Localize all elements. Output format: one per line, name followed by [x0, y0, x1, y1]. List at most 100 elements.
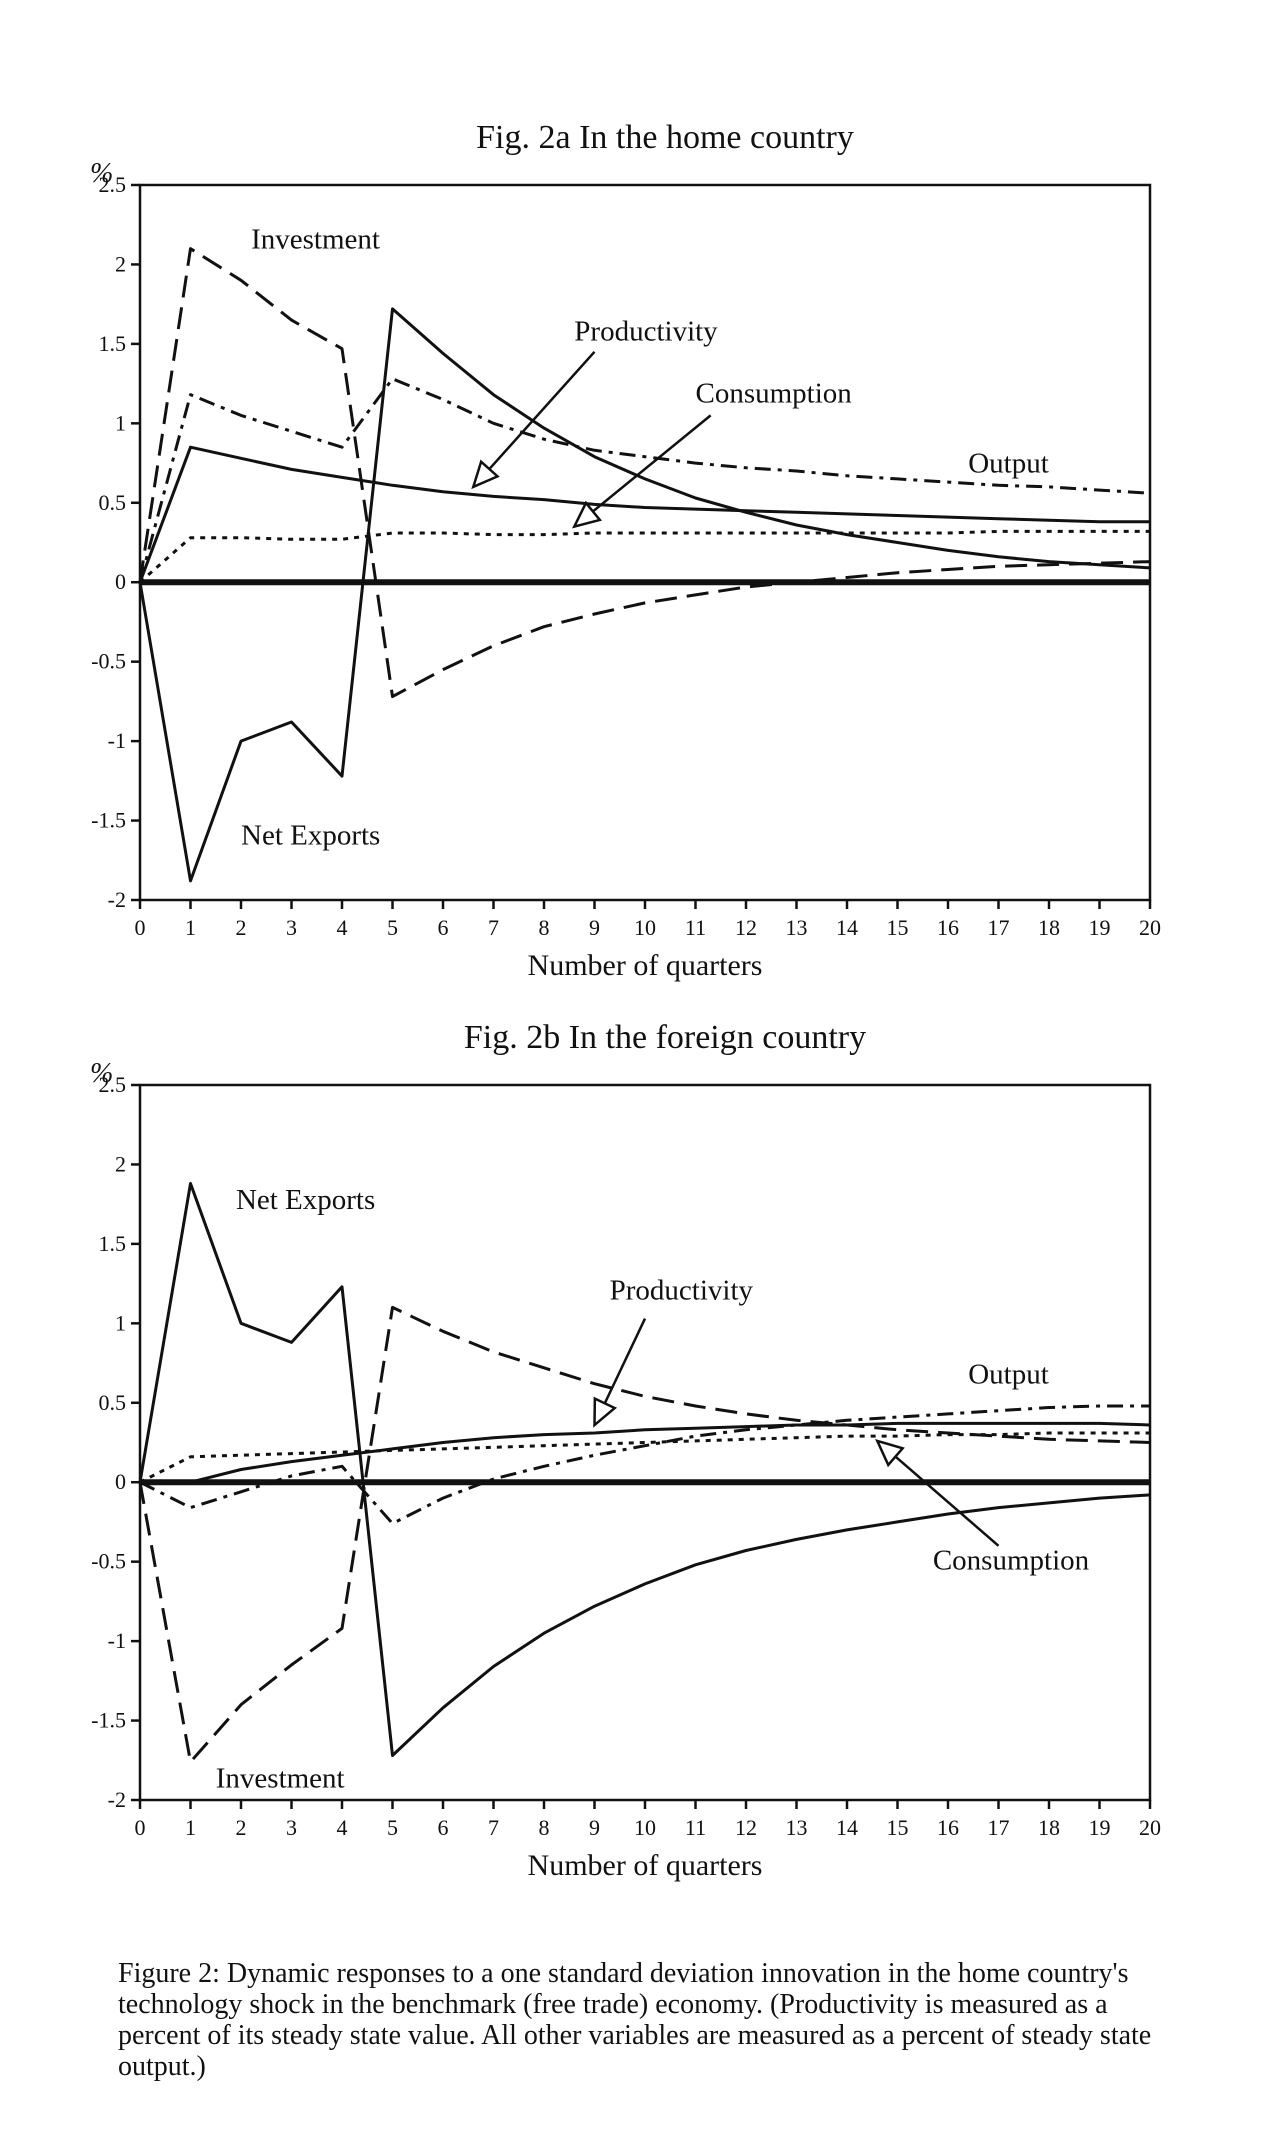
chart-2-y-tick-label: -0.5	[91, 1549, 126, 1574]
chart-2-y-tick-label: -2	[108, 1787, 126, 1812]
chart-2-x-tick-label: 10	[634, 1815, 656, 1840]
chart-2-x-tick-label: 11	[685, 1815, 706, 1840]
chart-2-x-tick-label: 6	[438, 1815, 449, 1840]
chart-1-arrowhead-productivity	[471, 459, 500, 490]
chart-2-x-tick-label: 4	[337, 1815, 348, 1840]
chart-1-x-tick-label: 14	[836, 915, 858, 940]
chart-1-series-output	[138, 377, 1151, 583]
chart-2-x-tick-label: 14	[836, 1815, 858, 1840]
chart-1-y-tick-label: -2	[108, 887, 126, 912]
chart-2-arrow-productivity	[603, 1318, 647, 1404]
chart-2-y-tick-label: 0	[115, 1469, 126, 1494]
chart-2-y-tick-label: -1.5	[91, 1708, 126, 1733]
chart-2-series-output	[139, 1404, 1150, 1525]
chart-1-series-investment	[138, 247, 1151, 699]
chart-1-x-tick-label: 2	[236, 915, 247, 940]
chart-2-y-tick-label: 2	[115, 1151, 126, 1176]
chart-foreign-country: Fig. 2b In the foreign country% 2.5 2 1.5 1 0…	[0, 1010, 1275, 1910]
chart-1-series-net-exports	[138, 307, 1151, 883]
chart-1-x-axis-label: Number of quarters	[528, 949, 763, 982]
chart-2-arrowhead-productivity	[593, 1396, 618, 1428]
chart-2-x-tick-label: 13	[786, 1815, 808, 1840]
chart-1-y-tick-label: 1	[115, 410, 126, 435]
chart-1-x-tick-label: 9	[589, 915, 600, 940]
chart-2-y-tick-label: 2.5	[99, 1072, 127, 1097]
chart-foreign-country-svg: Fig. 2b In the foreign country%2.521.510…	[90, 1019, 1161, 1882]
chart-2-y-tick-label: -1	[108, 1628, 126, 1653]
chart-2-x-tick-label: 9	[589, 1815, 600, 1840]
chart-2-x-tick-label: 5	[387, 1815, 398, 1840]
figure-caption: Figure 2: Dynamic responses to a one sta…	[118, 1958, 1152, 2082]
chart-1-y-tick-label: 0	[115, 569, 126, 594]
chart-2-series-investment	[138, 1305, 1151, 1764]
chart-2-y-tick-label: 1	[115, 1310, 126, 1335]
chart-2-x-tick-label: 0	[135, 1815, 146, 1840]
chart-2-series-productivity	[140, 1421, 1151, 1484]
chart-1-x-tick-label: 3	[286, 915, 297, 940]
chart-2-y-tick-label: 1.5	[99, 1231, 127, 1256]
chart-2-series-net-exports	[138, 1182, 1151, 1757]
chart-2-label-consumption: Consumption	[933, 1545, 1090, 1577]
chart-1-y-unit-label: %	[90, 158, 113, 189]
chart-1-series-productivity	[138, 445, 1150, 583]
chart-1-x-tick-label: 1	[185, 915, 196, 940]
chart-2-x-axis-label: Number of quarters	[528, 1849, 763, 1882]
chart-1-x-tick-label: 0	[135, 915, 146, 940]
chart-2-x-tick-label: 8	[539, 1815, 550, 1840]
chart-1-y-tick-label: 2	[115, 251, 126, 276]
chart-1-x-tick-label: 18	[1038, 915, 1060, 940]
chart-1-x-tick-label: 11	[685, 915, 706, 940]
chart-1-plot-frame	[138, 183, 1152, 902]
chart-home-country: Fig. 2a In the home country% 2.5 2 1.5 1 0.5 0…	[0, 110, 1275, 1010]
chart-2-x-tick-label: 3	[286, 1815, 297, 1840]
chart-1-title: Fig. 2a In the home country	[476, 119, 854, 156]
chart-2-x-tick-label: 18	[1038, 1815, 1060, 1840]
chart-2-x-tick-label: 12	[735, 1815, 757, 1840]
chart-1-x-tick-label: 16	[937, 915, 959, 940]
chart-2-x-tick-label: 15	[887, 1815, 909, 1840]
chart-1-x-tick-label: 8	[539, 915, 550, 940]
chart-2-label-output: Output	[968, 1359, 1049, 1391]
chart-1-label-productivity: Productivity	[574, 316, 718, 348]
chart-1-x-tick-label: 12	[735, 915, 757, 940]
chart-2-label-net-exports: Net Exports	[236, 1184, 375, 1216]
chart-1-y-tick-label: 0.5	[99, 490, 127, 515]
chart-1-arrow-productivity	[488, 350, 596, 470]
chart-2-x-tick-label: 1	[185, 1815, 196, 1840]
chart-1-arrow-consumption	[592, 414, 712, 513]
chart-1-y-tick-label: -1	[108, 728, 126, 753]
chart-2-x-tick-label: 20	[1139, 1815, 1161, 1840]
chart-1-x-tick-label: 4	[337, 915, 348, 940]
chart-1-y-tick-label: 1.5	[99, 331, 127, 356]
chart-1-x-tick-label: 7	[488, 915, 499, 940]
chart-1-label-net-exports: Net Exports	[241, 819, 380, 851]
chart-2-x-tick-label: 7	[488, 1815, 499, 1840]
chart-2-label-productivity: Productivity	[610, 1275, 754, 1307]
chart-1-arrowhead-consumption	[571, 500, 603, 529]
chart-2-x-tick-label: 19	[1089, 1815, 1111, 1840]
chart-1-label-consumption: Consumption	[696, 378, 853, 410]
chart-home-country-svg: Fig. 2a In the home country%2.5 2 1.5 1 0.5 0…	[90, 119, 1161, 982]
chart-2-y-tick-label: 0.5	[99, 1390, 127, 1415]
chart-1-x-tick-label: 13	[786, 915, 808, 940]
chart-1-y-tick-label: 2.5	[99, 172, 127, 197]
chart-1-x-tick-label: 20	[1139, 915, 1161, 940]
chart-1-x-tick-label: 15	[887, 915, 909, 940]
chart-1-x-tick-label: 19	[1089, 915, 1111, 940]
chart-1-x-tick-label: 6	[438, 915, 449, 940]
chart-2-x-tick-label: 2	[236, 1815, 247, 1840]
chart-2-title: Fig. 2b In the foreign country	[464, 1019, 866, 1056]
chart-1-y-tick-label: -0.5	[91, 649, 126, 674]
chart-2-arrowhead-consumption	[875, 1438, 905, 1468]
chart-2-x-tick-label: 17	[988, 1815, 1010, 1840]
chart-1-label-output: Output	[968, 448, 1049, 480]
chart-2-x-tick-label: 16	[937, 1815, 959, 1840]
chart-1-y-tick-label: -1.5	[91, 808, 126, 833]
chart-2-arrow-consumption	[894, 1455, 1000, 1547]
chart-2-label-investment: Investment	[216, 1762, 345, 1794]
chart-1-x-tick-label: 5	[387, 915, 398, 940]
chart-1-label-investment: Investment	[251, 224, 380, 256]
chart-1-x-tick-label: 17	[988, 915, 1010, 940]
chart-1-x-tick-label: 10	[634, 915, 656, 940]
chart-2-y-unit-label: %	[90, 1058, 113, 1089]
